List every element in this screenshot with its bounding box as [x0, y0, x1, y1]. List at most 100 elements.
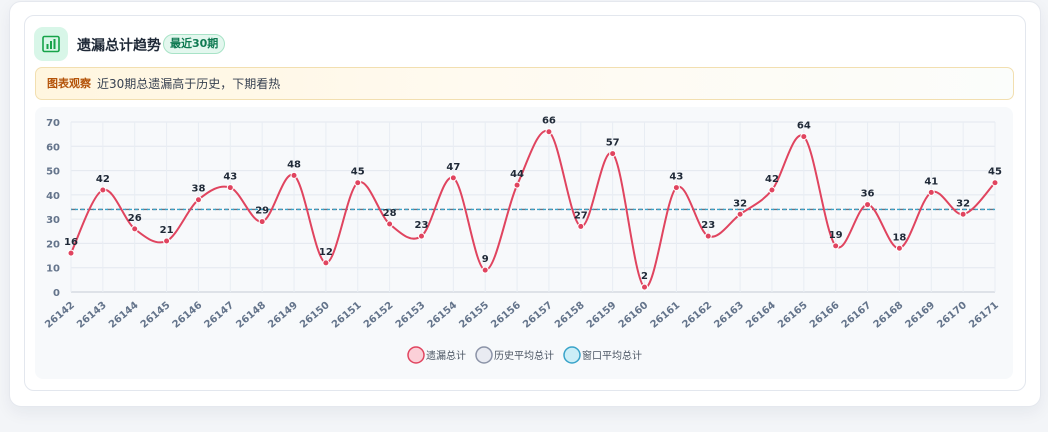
- data-label: 23: [701, 220, 715, 231]
- data-point: [226, 184, 234, 192]
- y-tick-label: 40: [46, 191, 60, 202]
- legend-marker: [563, 346, 581, 364]
- data-point: [290, 171, 298, 179]
- data-point: [800, 133, 808, 141]
- x-tick-label: 26144: [107, 300, 141, 331]
- bar-chart-icon: [34, 27, 68, 61]
- data-point: [895, 244, 903, 252]
- data-label: 57: [606, 138, 620, 149]
- x-tick-label: 26152: [362, 300, 396, 331]
- data-label: 9: [482, 254, 489, 265]
- x-tick-label: 26168: [872, 300, 906, 331]
- data-label: 44: [510, 169, 524, 180]
- data-label: 2: [641, 271, 648, 282]
- data-point: [322, 259, 330, 267]
- x-tick-label: 26161: [649, 300, 683, 331]
- data-label: 32: [956, 198, 970, 209]
- data-point: [832, 242, 840, 250]
- data-label: 18: [892, 232, 906, 243]
- x-tick-label: 26167: [840, 300, 874, 331]
- x-tick-label: 26163: [712, 300, 746, 331]
- data-label: 16: [64, 237, 78, 248]
- x-tick-label: 26166: [808, 300, 842, 331]
- y-tick-label: 60: [46, 142, 60, 153]
- data-point: [163, 237, 171, 245]
- legend-marker: [475, 346, 493, 364]
- data-point: [513, 181, 521, 189]
- legend-marker: [407, 346, 425, 364]
- data-label: 21: [160, 225, 174, 236]
- observation-text: 近30期总遗漏高于历史，下期看热: [97, 77, 281, 91]
- data-point: [704, 232, 712, 240]
- data-label: 41: [924, 176, 938, 187]
- x-tick-label: 26150: [298, 300, 332, 331]
- data-point: [609, 150, 617, 158]
- data-point: [991, 179, 999, 187]
- data-label: 45: [988, 167, 1002, 178]
- x-tick-label: 26165: [776, 300, 810, 331]
- period-badge: 最近30期: [163, 34, 226, 54]
- x-tick-label: 26151: [330, 300, 364, 331]
- data-label: 28: [383, 208, 397, 219]
- data-label: 42: [765, 174, 779, 185]
- data-label: 19: [829, 230, 843, 241]
- legend-label: 遗漏总计: [426, 349, 466, 362]
- x-tick-label: 26156: [489, 300, 523, 331]
- data-label: 48: [287, 159, 301, 170]
- data-point: [99, 186, 107, 194]
- data-label: 64: [797, 121, 811, 132]
- data-label: 66: [542, 116, 556, 127]
- data-label: 43: [223, 172, 237, 183]
- data-point: [258, 218, 266, 226]
- data-point: [194, 196, 202, 204]
- y-tick-label: 10: [46, 264, 60, 275]
- data-label: 45: [351, 167, 365, 178]
- legend-label: 历史平均总计: [494, 349, 554, 362]
- x-tick-label: 26170: [935, 300, 969, 331]
- y-tick-label: 30: [46, 215, 60, 226]
- data-point: [481, 266, 489, 274]
- data-point: [417, 232, 425, 240]
- data-point: [545, 128, 553, 136]
- data-point: [449, 174, 457, 182]
- chart-title: 遗漏总计趋势: [77, 38, 161, 54]
- data-point: [736, 210, 744, 218]
- x-tick-label: 26145: [139, 300, 173, 331]
- x-tick-label: 26153: [394, 300, 428, 331]
- data-label: 23: [415, 220, 429, 231]
- x-tick-label: 26169: [903, 300, 937, 331]
- x-tick-label: 26159: [585, 300, 619, 331]
- data-point: [386, 220, 394, 228]
- legend-history-average: 历史平均总计: [475, 346, 554, 364]
- x-tick-label: 26147: [203, 300, 237, 331]
- x-tick-label: 26155: [457, 300, 491, 331]
- x-tick-label: 26164: [744, 300, 778, 331]
- data-label: 12: [319, 247, 333, 258]
- y-tick-label: 20: [46, 239, 60, 250]
- legend-missing-total: 遗漏总计: [407, 346, 466, 364]
- y-tick-label: 50: [46, 167, 60, 178]
- data-label: 36: [861, 189, 875, 200]
- data-point: [131, 225, 139, 233]
- data-label: 38: [191, 184, 205, 195]
- data-label: 47: [446, 162, 460, 173]
- data-point: [577, 222, 585, 230]
- legend-window-average: 窗口平均总计: [563, 346, 642, 364]
- observation-banner: [35, 67, 1014, 100]
- y-tick-label: 70: [46, 118, 60, 129]
- data-label: 26: [128, 213, 142, 224]
- data-point: [959, 210, 967, 218]
- legend-label: 窗口平均总计: [582, 349, 642, 362]
- x-tick-label: 26146: [171, 300, 205, 331]
- data-point: [768, 186, 776, 194]
- y-tick-label: 0: [53, 288, 60, 299]
- data-label: 42: [96, 174, 110, 185]
- data-label: 29: [255, 206, 269, 217]
- x-tick-label: 26149: [266, 300, 300, 331]
- data-point: [864, 201, 872, 209]
- x-tick-label: 26154: [426, 300, 460, 331]
- data-point: [354, 179, 362, 187]
- x-tick-label: 26157: [521, 300, 555, 331]
- x-tick-label: 26162: [680, 300, 714, 331]
- data-point: [67, 249, 75, 257]
